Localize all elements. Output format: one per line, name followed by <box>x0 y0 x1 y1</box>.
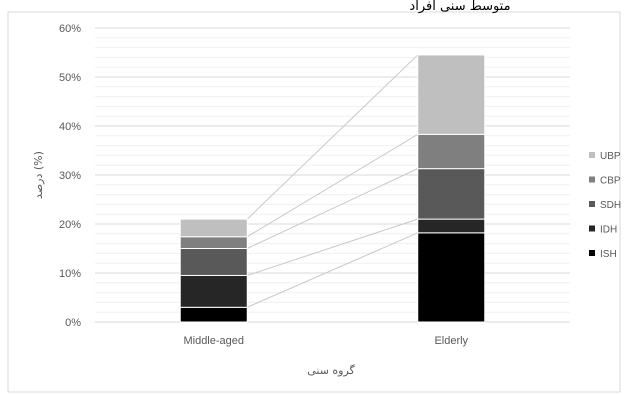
legend: UBP CBP SDH IDH ISH <box>589 151 621 260</box>
bar-segment-ish <box>179 306 248 323</box>
bar-segment-sdh <box>179 248 248 276</box>
series-lines <box>246 54 419 308</box>
x-axis-title: گروه سنی <box>307 364 355 377</box>
legend-swatch <box>589 176 595 183</box>
y-tick-label: 40% <box>59 121 81 133</box>
bar-segment-sdh <box>417 168 486 220</box>
y-axis-title: درصد (%) <box>32 151 45 199</box>
chart-border <box>7 11 621 393</box>
series-line <box>246 133 419 238</box>
gridlines <box>95 27 570 323</box>
y-tick-label: 30% <box>59 170 81 182</box>
series-line <box>247 168 418 249</box>
legend-swatch <box>589 250 595 256</box>
x-tick-label: Elderly <box>434 335 468 347</box>
y-tick-label: 0% <box>65 317 81 329</box>
bar-segment-cbp <box>417 133 486 170</box>
y-tick-label: 60% <box>59 23 81 35</box>
x-tick-labels: Middle-aged Elderly <box>183 335 468 347</box>
bar-segment-ish <box>417 232 486 323</box>
legend-swatch <box>589 152 595 158</box>
bar-segment-cbp <box>179 236 248 250</box>
bar-segment-ubp <box>417 54 486 135</box>
legend-swatch <box>589 201 595 207</box>
legend-label: ISH <box>600 249 617 260</box>
series-line <box>246 54 419 220</box>
x-tick-label: Middle-aged <box>183 335 244 347</box>
bar-segment-ubp <box>179 218 248 238</box>
legend-label: UBP <box>600 151 621 162</box>
bar-segment-idh <box>417 218 486 234</box>
bar-segment-idh <box>179 274 248 308</box>
legend-label: SDH <box>600 200 621 211</box>
legend-label: CBP <box>600 176 621 187</box>
bars <box>179 54 486 323</box>
legend-label: IDH <box>600 225 617 236</box>
series-line <box>247 232 418 308</box>
header-text: متوسط سنی افراد <box>409 0 510 14</box>
y-tick-label: 10% <box>59 268 81 280</box>
y-tick-labels: 0% 10% 20% 30% 40% 50% 60% <box>59 23 81 329</box>
y-tick-label: 20% <box>59 219 81 231</box>
y-tick-label: 50% <box>59 72 81 84</box>
legend-swatch <box>589 225 595 232</box>
series-line <box>247 218 418 276</box>
